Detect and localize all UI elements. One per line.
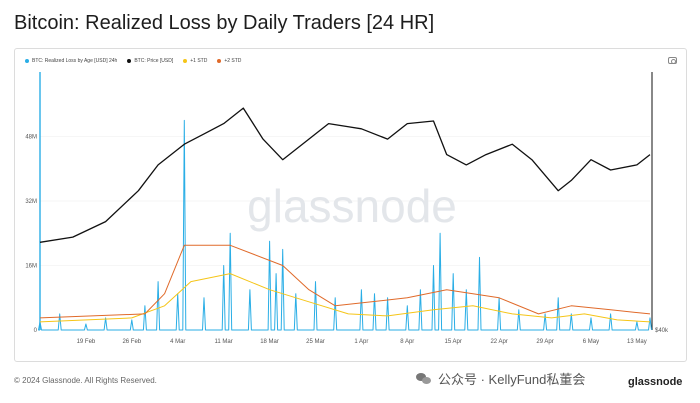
x-tick-label: 18 Mar (260, 339, 279, 345)
x-tick-label: 26 Feb (122, 339, 141, 345)
x-tick-label: 1 Apr (354, 339, 368, 345)
watermark: glassnode (247, 180, 457, 232)
legend-item-plus1-std[interactable]: +1 STD (183, 58, 207, 64)
legend-item-price[interactable]: BTC: Price [USD] (127, 58, 173, 64)
series-line-0 (38, 119, 652, 331)
x-tick-label: 29 Apr (536, 339, 553, 345)
wechat-account-label: 公众号 · KellyFund私董会 (438, 372, 586, 387)
series-line-1 (39, 107, 651, 243)
legend-label: BTC: Price [USD] (134, 58, 174, 64)
copyright-text: © 2024 Glassnode. All Rights Reserved. (14, 376, 157, 385)
y-tick-label: 48M (25, 135, 37, 141)
x-tick-label: 6 May (583, 339, 599, 345)
x-tick-label: 15 Apr (445, 339, 462, 345)
legend-item-plus2-std[interactable]: +2 STD (217, 58, 241, 64)
chart-card: BTC: Realized Loss by Age [USD] 24h BTC:… (14, 48, 687, 362)
page-title: Bitcoin: Realized Loss by Daily Traders … (14, 12, 435, 34)
x-tick-label: 25 Mar (306, 339, 325, 345)
legend-swatch (217, 59, 222, 63)
legend-swatch (183, 59, 188, 63)
y-tick-label: 16M (25, 264, 37, 270)
series-line-2 (39, 273, 651, 323)
ticks-layer: 0 16M 32M 48M $40k 19 Feb 26 Feb 4 Mar 11 Mar 18 … (25, 135, 669, 346)
legend-swatch (127, 59, 132, 63)
x-tick-label: 19 Feb (77, 339, 96, 345)
glassnode-logo: glassnode (628, 376, 683, 388)
x-tick-label: 4 Mar (170, 339, 185, 345)
series-line-3 (39, 244, 651, 319)
x-tick-label: 22 Apr (490, 339, 507, 345)
x-tick-label: 13 May (627, 339, 647, 345)
legend-swatch (25, 59, 29, 63)
wechat-icon (416, 372, 432, 385)
y-tick-label: 0 (34, 328, 38, 334)
chart-legend: BTC: Realized Loss by Age [USD] 24h BTC:… (25, 58, 241, 64)
y-right-tick-label: $40k (655, 328, 669, 334)
y-tick-label: 32M (25, 199, 37, 205)
legend-label: +1 STD (190, 58, 208, 64)
series-layer (38, 107, 652, 331)
x-tick-label: 8 Apr (400, 339, 414, 345)
x-tick-label: 11 Mar (215, 339, 233, 345)
camera-icon[interactable] (668, 57, 677, 64)
legend-label: +2 STD (224, 58, 242, 64)
legend-item-realized-loss[interactable]: BTC: Realized Loss by Age [USD] 24h (25, 58, 117, 64)
legend-label: BTC: Realized Loss by Age [USD] 24h (32, 58, 118, 64)
wechat-watermark: 公众号 · KellyFund私董会 (416, 369, 585, 388)
